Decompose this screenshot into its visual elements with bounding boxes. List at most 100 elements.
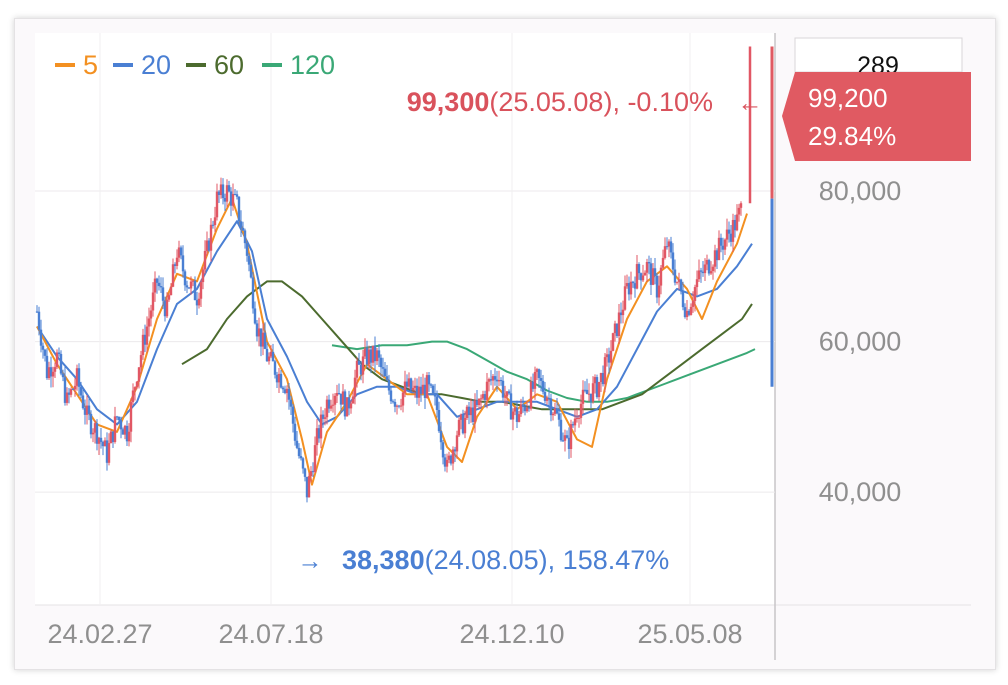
candle-body	[365, 348, 369, 365]
candle-body	[229, 191, 233, 206]
candle-body	[607, 354, 611, 363]
candle-body	[533, 371, 537, 389]
candle-body	[293, 423, 297, 441]
candle-body	[325, 399, 329, 418]
low-annotation: 38,380(24.08.05), 158.47%	[342, 545, 669, 575]
candle-body	[253, 308, 257, 324]
candle-body	[683, 307, 687, 318]
candle-body	[99, 437, 103, 442]
candle-body	[123, 425, 127, 435]
candle-body	[215, 191, 219, 218]
candle-body	[413, 385, 417, 388]
candle-body	[115, 416, 119, 418]
candle-body	[623, 286, 627, 310]
candle-body	[467, 406, 471, 416]
candle-body	[587, 393, 591, 395]
candle-body	[39, 329, 43, 346]
low-value: 38,380	[342, 545, 425, 575]
candle-body	[335, 392, 339, 396]
candle-body	[569, 424, 573, 449]
candle-body	[91, 432, 95, 435]
candle-body	[711, 266, 715, 272]
candle-body	[407, 378, 411, 387]
candle-body	[699, 270, 703, 272]
candle-body	[95, 423, 99, 444]
candle-body	[323, 417, 327, 419]
candle-body	[595, 377, 599, 398]
candle-body	[249, 264, 253, 278]
candle-body	[551, 413, 555, 416]
candle-body	[395, 405, 399, 407]
current-change: 29.84%	[808, 121, 896, 151]
candle-body	[133, 387, 137, 391]
candle-body	[553, 408, 557, 414]
candle-body	[685, 310, 689, 318]
candle-body	[177, 247, 181, 258]
legend: 5 20 60 120	[55, 50, 335, 80]
candle-body	[693, 287, 697, 301]
candle-body	[263, 332, 267, 349]
candle-body	[573, 418, 577, 426]
candle-body	[717, 237, 721, 261]
candle-body	[515, 407, 519, 422]
candle-body	[153, 278, 157, 293]
candle-body	[529, 381, 533, 409]
candle-body	[415, 385, 419, 398]
candle-body	[87, 405, 91, 414]
candle-body	[127, 431, 131, 442]
candle-body	[343, 391, 347, 417]
candle-body	[381, 367, 385, 369]
candle-body	[53, 367, 57, 372]
candle-body	[225, 185, 229, 202]
candle-body	[645, 262, 649, 273]
candle-body	[199, 282, 203, 299]
candle-body	[497, 380, 501, 382]
candle-body	[641, 275, 645, 281]
candle-body	[283, 389, 287, 394]
candle-body	[61, 373, 65, 378]
candle-body	[151, 292, 155, 311]
candle-body	[409, 378, 413, 391]
candle-body	[445, 459, 449, 467]
candle-body	[63, 377, 67, 403]
x-tick-label: 24.07.18	[218, 619, 323, 649]
ma20-line	[36, 220, 753, 426]
current-price-tag	[782, 72, 971, 161]
candle-body	[43, 349, 47, 356]
candle-body	[391, 401, 395, 403]
candle-body	[159, 286, 163, 288]
candle-body	[269, 351, 273, 357]
candle-body	[659, 267, 663, 286]
candle-body	[679, 279, 683, 292]
legend-swatch-ma60	[186, 63, 206, 67]
candle-body	[375, 350, 379, 362]
candle-body	[705, 259, 709, 265]
candle-body	[665, 246, 669, 248]
candle-body	[471, 407, 475, 423]
x-tick-label: 24.12.10	[459, 619, 564, 649]
candle-body	[65, 392, 69, 403]
candle-body	[737, 207, 741, 215]
candle-body	[397, 405, 401, 407]
candle-body	[117, 416, 121, 421]
candle-body	[287, 388, 291, 400]
candle-body	[273, 361, 277, 375]
candle-body	[193, 280, 197, 301]
candle-body	[663, 246, 667, 258]
candle-body	[661, 257, 665, 268]
candle-body	[589, 393, 593, 402]
candle-body	[483, 394, 487, 400]
candle-body	[289, 399, 293, 407]
candle-body	[561, 440, 565, 442]
candle-body	[687, 310, 691, 315]
candle-body	[247, 255, 251, 265]
low-date: (24.08.05), 158.47%	[425, 545, 670, 575]
candle-body	[727, 229, 731, 234]
candle-body	[321, 414, 325, 419]
candle-body	[219, 184, 223, 196]
candle-body	[545, 397, 549, 401]
candle-body	[163, 300, 167, 317]
candle-body	[539, 378, 543, 381]
candle-body	[207, 240, 211, 251]
